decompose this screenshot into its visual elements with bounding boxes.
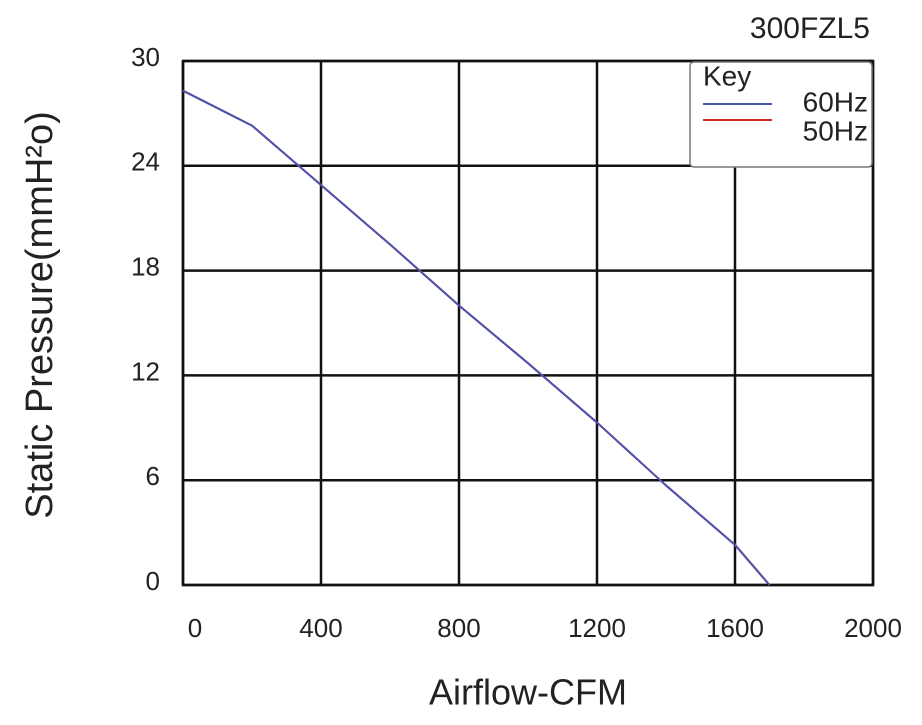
legend-label: 60Hz: [803, 86, 868, 117]
x-tick-label: 800: [437, 613, 480, 643]
legend-label: 50Hz: [803, 115, 868, 146]
y-tick-label: 0: [146, 566, 160, 596]
x-tick-label: 1600: [706, 613, 764, 643]
legend-box: [689, 61, 873, 168]
legend-title: Key: [703, 60, 751, 91]
y-tick-label: 12: [131, 356, 160, 386]
x-tick-label: 2000: [844, 613, 902, 643]
x-tick-label: 0: [188, 613, 202, 643]
y-tick-label: 24: [131, 147, 160, 177]
x-tick-label: 400: [299, 613, 342, 643]
series-line: [182, 89, 771, 586]
x-axis-label: Airflow-CFM: [429, 672, 627, 713]
y-tick-label: 18: [131, 251, 160, 281]
chart-title: 300FZL5: [750, 12, 870, 45]
x-tick-label: 1200: [568, 613, 626, 643]
y-tick-label: 30: [131, 42, 160, 72]
y-axis-label: Static Pressure(mmH²o): [19, 111, 61, 519]
y-tick-label: 6: [146, 461, 160, 491]
